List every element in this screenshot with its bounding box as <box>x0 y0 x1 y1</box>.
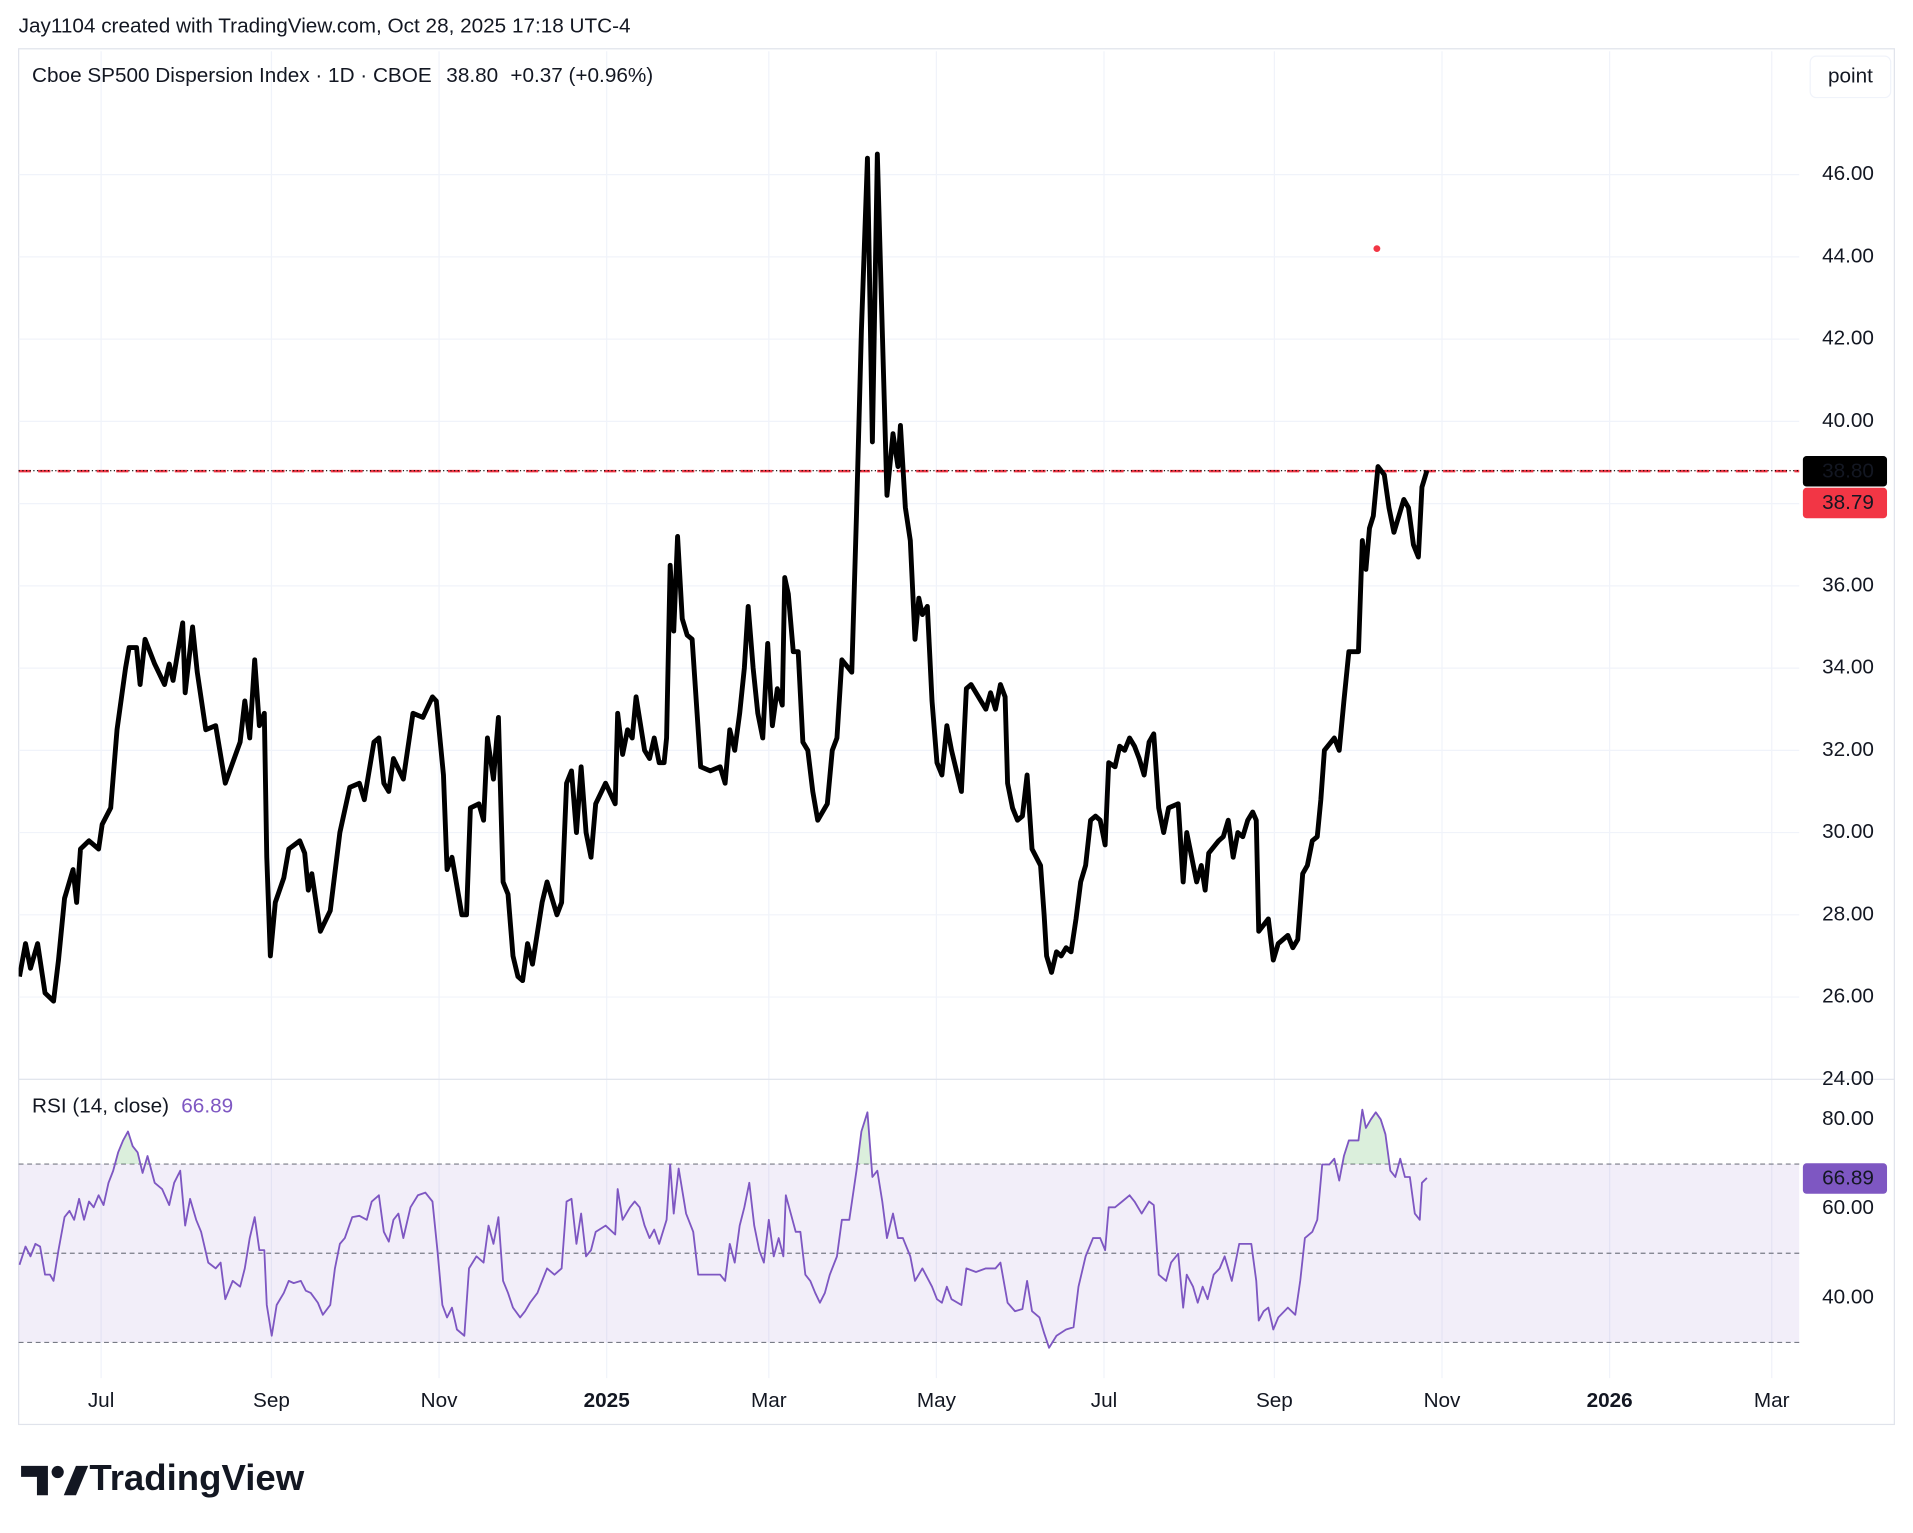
logo-text: TradingView <box>89 1457 304 1498</box>
x-tick-label: Jul <box>1091 1389 1118 1412</box>
y-tick-label: 26.00 <box>1822 985 1874 1008</box>
y-tick-label: 46.00 <box>1822 162 1874 185</box>
title-text: Cboe SP500 Dispersion Index · 1D · CBOE <box>32 64 432 87</box>
marker-point <box>1373 245 1381 253</box>
logo-mark <box>21 1465 48 1496</box>
x-tick-label: Mar <box>751 1389 787 1412</box>
x-tick-label: Jul <box>88 1389 115 1412</box>
x-tick-label: Nov <box>1424 1389 1461 1412</box>
scale-button[interactable] <box>1809 55 1892 99</box>
marks-layer <box>18 151 1800 1349</box>
last-value-badge-label: 38.80 <box>1822 459 1874 482</box>
x-tick-label: Sep <box>253 1389 290 1412</box>
chart-frame <box>18 48 1895 1426</box>
x-tick-label: 2025 <box>584 1389 630 1412</box>
y-tick-label: 40.00 <box>1822 1285 1874 1308</box>
y-tick-label: 32.00 <box>1822 738 1874 761</box>
rsi-last-value: 66.89 <box>181 1095 233 1118</box>
x-tick-label: 2026 <box>1587 1389 1633 1412</box>
x-tick-label: May <box>917 1389 957 1412</box>
series-line <box>18 151 1430 1004</box>
x-tick-label: Mar <box>1754 1389 1790 1412</box>
last-value-badge-label: 66.89 <box>1822 1167 1874 1190</box>
series-line <box>18 1108 1428 1349</box>
logo-mark <box>63 1465 89 1496</box>
rsi-title-text: RSI (14, close) <box>32 1095 169 1118</box>
labels-layer: Jul Sep Nov 2025 Mar May Jul Sep Nov 2026 Mar 24.00… <box>88 162 1888 1412</box>
logo: TradingView <box>21 1457 305 1498</box>
ref-badge-label: 38.79 <box>1822 491 1874 514</box>
ref-badge <box>1802 487 1888 519</box>
logo-mark <box>51 1465 64 1479</box>
y-tick-label: 30.00 <box>1822 820 1874 843</box>
change: +0.37 (+0.96%) <box>510 64 653 87</box>
y-tick-label: 36.00 <box>1822 573 1874 596</box>
y-tick-label: 28.00 <box>1822 902 1874 925</box>
y-tick-label: 44.00 <box>1822 244 1874 267</box>
chart-title: Cboe SP500 Dispersion Index · 1D · CBOE 3… <box>32 64 653 87</box>
last-value-badge <box>1802 456 1888 487</box>
scale-button-label[interactable]: point <box>1828 64 1873 87</box>
y-tick-label: 24.00 <box>1822 1067 1874 1090</box>
y-tick-label: 40.00 <box>1822 409 1874 432</box>
last-value: 38.80 <box>446 64 498 87</box>
y-tick-label: 80.00 <box>1822 1107 1874 1130</box>
y-tick-label: 60.00 <box>1822 1196 1874 1219</box>
attribution: Jay1104 created with TradingView.com, Oc… <box>19 14 631 37</box>
x-tick-label: Sep <box>1256 1389 1293 1412</box>
y-tick-label: 34.00 <box>1822 656 1874 679</box>
last-value-badge <box>1802 1163 1888 1194</box>
x-tick-label: Nov <box>421 1389 458 1412</box>
rsi-title: RSI (14, close) 66.89 <box>32 1095 233 1118</box>
y-tick-label: 42.00 <box>1822 327 1874 350</box>
